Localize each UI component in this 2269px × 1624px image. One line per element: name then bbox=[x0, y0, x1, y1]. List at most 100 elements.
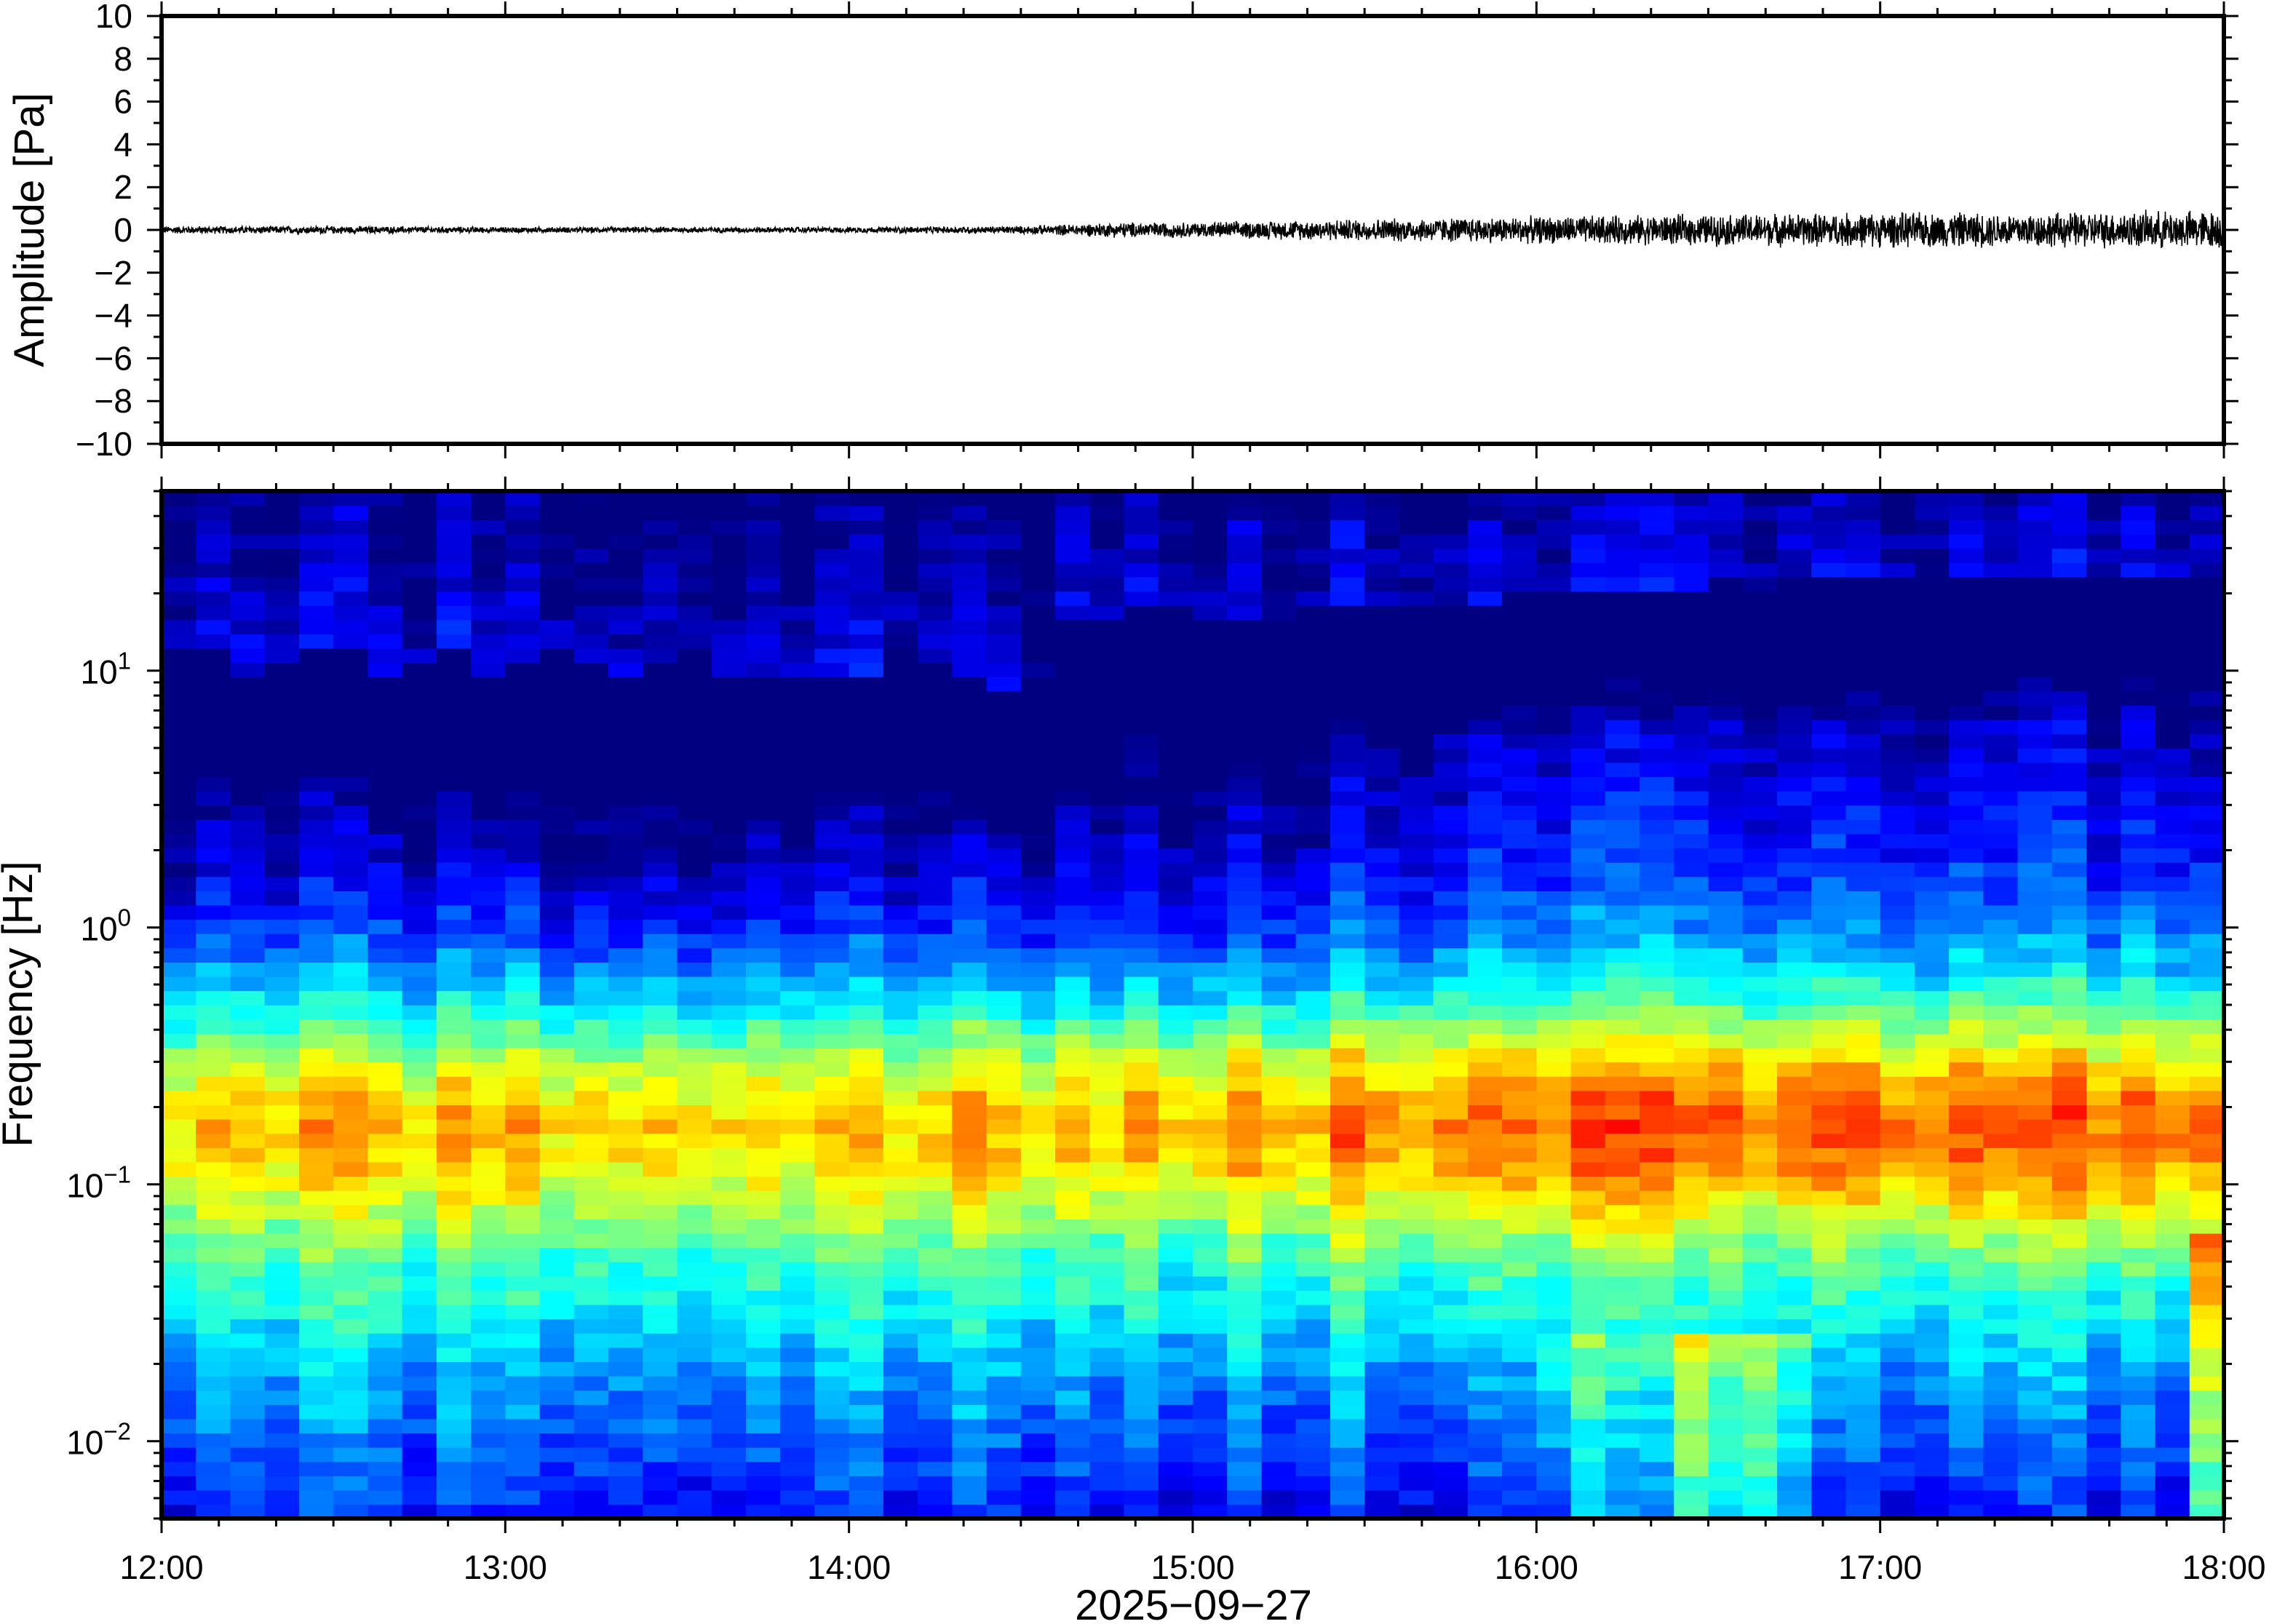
spectrogram-cell bbox=[2051, 1204, 2087, 1219]
spectrogram-cell bbox=[162, 1233, 197, 1249]
spectrogram-cell bbox=[1640, 861, 1675, 877]
spectrogram-cell bbox=[2086, 990, 2122, 1006]
spectrogram-cell bbox=[1020, 648, 1056, 664]
spectrogram-cell bbox=[162, 891, 197, 906]
spectrogram-cell bbox=[2051, 719, 2087, 735]
spectrogram-cell bbox=[298, 876, 334, 891]
spectrogram-cell bbox=[1467, 1262, 1503, 1277]
spectrogram-cell bbox=[849, 919, 884, 934]
spectrogram-cell bbox=[1089, 1233, 1125, 1249]
spectrogram-cell bbox=[1193, 1019, 1228, 1035]
spectrogram-cell bbox=[1330, 1375, 1365, 1391]
spectrogram-cell bbox=[1674, 662, 1709, 677]
spectrogram-cell bbox=[780, 1062, 816, 1077]
spectrogram-cell bbox=[1742, 733, 1778, 749]
spectrogram-cell bbox=[677, 520, 712, 535]
spectrogram-cell bbox=[711, 1290, 747, 1305]
spectrogram-cell bbox=[1605, 1404, 1640, 1420]
spectrogram-cell bbox=[2086, 733, 2122, 749]
spectrogram-cell bbox=[1914, 1446, 1950, 1462]
spectrogram-cell bbox=[643, 776, 678, 792]
spectrogram-cell bbox=[1811, 1047, 1847, 1063]
spectrogram-cell bbox=[1708, 1133, 1744, 1148]
spectrogram-cell bbox=[1708, 1161, 1744, 1177]
spectrogram-cell bbox=[1330, 1005, 1365, 1020]
spectrogram-cell bbox=[608, 962, 644, 977]
spectrogram-cell bbox=[608, 1333, 644, 1348]
spectrogram-cell bbox=[780, 1190, 816, 1206]
spectrogram-cell bbox=[711, 733, 747, 749]
spectrogram-cell bbox=[539, 762, 575, 778]
spectrogram-cell bbox=[505, 1062, 541, 1077]
spectrogram-cell bbox=[849, 548, 884, 563]
spectrogram-cell bbox=[1020, 1104, 1056, 1120]
spectrogram-cell bbox=[402, 848, 437, 863]
spectrogram-cell bbox=[1914, 648, 1950, 664]
spectrogram-cell bbox=[1605, 491, 1640, 506]
spectrogram-cell bbox=[1983, 562, 2019, 578]
spectrogram-cell bbox=[162, 1433, 197, 1448]
frequency-tick-label: 10−1 bbox=[66, 1161, 131, 1205]
spectrogram-cell bbox=[986, 933, 1022, 949]
spectrogram-cell bbox=[2017, 933, 2053, 949]
spectrogram-cell bbox=[2155, 962, 2190, 977]
spectrogram-cell bbox=[1124, 861, 1159, 877]
spectrogram-cell bbox=[1295, 1147, 1331, 1163]
spectrogram-cell bbox=[230, 1118, 266, 1134]
spectrogram-cell bbox=[2155, 662, 2190, 677]
spectrogram-cell bbox=[1605, 619, 1640, 634]
spectrogram-cell bbox=[505, 1390, 541, 1405]
spectrogram-cell bbox=[436, 1118, 472, 1134]
spectrogram-cell bbox=[298, 1390, 334, 1405]
spectrogram-cell bbox=[780, 1047, 816, 1063]
spectrogram-cell bbox=[1605, 1005, 1640, 1020]
spectrogram-cell bbox=[436, 1176, 472, 1191]
spectrogram-cell bbox=[2155, 1047, 2190, 1063]
spectrogram-cell bbox=[1055, 947, 1091, 963]
spectrogram-cell bbox=[402, 662, 437, 677]
spectrogram-cell bbox=[1742, 1304, 1778, 1320]
spectrogram-cell bbox=[2017, 1204, 2053, 1219]
spectrogram-cell bbox=[1640, 1504, 1675, 1519]
spectrogram-cell bbox=[1949, 962, 1984, 977]
spectrogram-cell bbox=[2155, 1062, 2190, 1077]
spectrogram-cell bbox=[986, 1304, 1022, 1320]
spectrogram-cell bbox=[436, 1005, 472, 1020]
spectrogram-cell bbox=[1570, 1233, 1606, 1249]
spectrogram-cell bbox=[1089, 1176, 1125, 1191]
spectrogram-cell bbox=[1536, 976, 1572, 992]
spectrogram-cell bbox=[1880, 520, 1915, 535]
spectrogram-cell bbox=[333, 876, 369, 891]
spectrogram-cell bbox=[2189, 805, 2225, 820]
spectrogram-cell bbox=[1089, 1304, 1125, 1320]
spectrogram-cell bbox=[1330, 919, 1365, 934]
spectrogram-cell bbox=[1124, 1147, 1159, 1163]
spectrogram-cell bbox=[2121, 1062, 2156, 1077]
spectrogram-cell bbox=[849, 591, 884, 606]
spectrogram-cell bbox=[677, 1005, 712, 1020]
spectrogram-cell bbox=[1674, 947, 1709, 963]
spectrogram-cell bbox=[367, 1476, 403, 1491]
spectrogram-cell bbox=[1330, 562, 1365, 578]
spectrogram-cell bbox=[1776, 1076, 1812, 1091]
spectrogram-cell bbox=[849, 1133, 884, 1148]
spectrogram-cell bbox=[1983, 1390, 2019, 1405]
spectrogram-cell bbox=[814, 1104, 850, 1120]
spectrogram-cell bbox=[677, 648, 712, 664]
spectrogram-cell bbox=[196, 719, 231, 735]
spectrogram-cell bbox=[2189, 576, 2225, 592]
spectrogram-cell bbox=[918, 505, 953, 521]
spectrogram-cell bbox=[2086, 1476, 2122, 1491]
spectrogram-cell bbox=[1227, 1076, 1263, 1091]
spectrogram-cell bbox=[677, 1304, 712, 1320]
amplitude-tick-label: −8 bbox=[95, 382, 132, 420]
spectrogram-cell bbox=[780, 990, 816, 1006]
spectrogram-cell bbox=[196, 1076, 231, 1091]
spectrogram-cell bbox=[1399, 548, 1434, 563]
spectrogram-cell bbox=[608, 1047, 644, 1063]
spectrogram-cell bbox=[230, 491, 266, 506]
spectrogram-cell bbox=[1193, 1161, 1228, 1177]
spectrogram-cell bbox=[1776, 790, 1812, 806]
spectrogram-cell bbox=[1467, 790, 1503, 806]
spectrogram-cell bbox=[1502, 1433, 1538, 1448]
